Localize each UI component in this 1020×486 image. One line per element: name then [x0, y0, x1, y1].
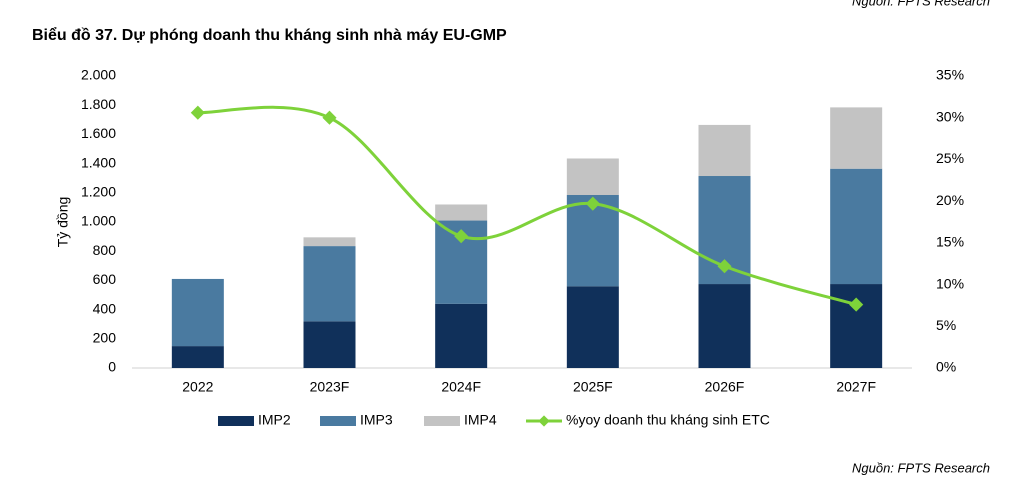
y2-tick-label: 25%	[936, 150, 964, 166]
bar-segment	[830, 284, 883, 368]
legend-swatch	[218, 416, 254, 426]
x-tick-label: 2025F	[573, 379, 613, 395]
legend-swatch	[424, 416, 460, 426]
bar-segment	[303, 321, 356, 368]
source-top: Nguồn: FPTS Research	[852, 0, 990, 8]
y-tick-label: 800	[93, 242, 117, 258]
y-tick-label: 2.000	[81, 67, 116, 83]
y-tick-label: 600	[93, 271, 117, 287]
y2-tick-label: 15%	[936, 234, 964, 250]
y2-tick-label: 20%	[936, 192, 964, 208]
y2-tick-label: 30%	[936, 108, 964, 124]
y-tick-label: 1.000	[81, 213, 116, 229]
legend-label: IMP2	[258, 412, 291, 428]
x-tick-label: 2026F	[705, 379, 745, 395]
bar-segment	[303, 237, 356, 247]
legend-label: IMP4	[464, 412, 497, 428]
bar-segment	[566, 286, 619, 368]
line-marker	[849, 297, 864, 312]
x-tick-label: 2022	[182, 379, 213, 395]
legend-swatch	[538, 415, 550, 427]
y2-tick-label: 0%	[936, 359, 956, 375]
y2-tick-label: 10%	[936, 275, 964, 291]
bar-segment	[303, 246, 356, 322]
y-tick-label: 400	[93, 300, 117, 316]
legend-label: IMP3	[360, 412, 393, 428]
legend-swatch	[320, 416, 356, 426]
bar-segment	[566, 158, 619, 195]
y-axis-title: Tỷ đồng	[55, 197, 71, 248]
bar-segment	[171, 278, 224, 347]
y-tick-label: 0	[108, 359, 116, 375]
line	[197, 105, 857, 307]
bar-segment	[435, 204, 488, 221]
y-tick-label: 1.200	[81, 184, 116, 200]
legend-label: %yoy doanh thu kháng sinh ETC	[566, 412, 770, 428]
line-marker	[454, 229, 469, 244]
bar-segment	[171, 346, 224, 368]
bar-segment	[830, 168, 883, 285]
line-marker	[585, 196, 600, 211]
y-tick-label: 1.400	[81, 154, 116, 170]
y-tick-label: 200	[93, 330, 117, 346]
bar-segment	[698, 124, 751, 177]
bar-segment	[698, 284, 751, 368]
x-tick-label: 2023F	[310, 379, 350, 395]
line-marker	[190, 105, 205, 120]
y-tick-label: 1.600	[81, 125, 116, 141]
x-tick-label: 2027F	[836, 379, 876, 395]
chart-title: Biểu đồ 37. Dự phóng doanh thu kháng sin…	[32, 26, 507, 44]
y2-tick-label: 35%	[936, 67, 964, 83]
bar-segment	[435, 303, 488, 368]
bar-segment	[830, 107, 883, 169]
line-marker	[322, 110, 337, 125]
y2-tick-label: 5%	[936, 317, 956, 333]
source: Nguồn: FPTS Research	[852, 460, 990, 475]
y-tick-label: 1.800	[81, 96, 116, 112]
line-marker	[717, 259, 732, 274]
x-tick-label: 2024F	[441, 379, 481, 395]
